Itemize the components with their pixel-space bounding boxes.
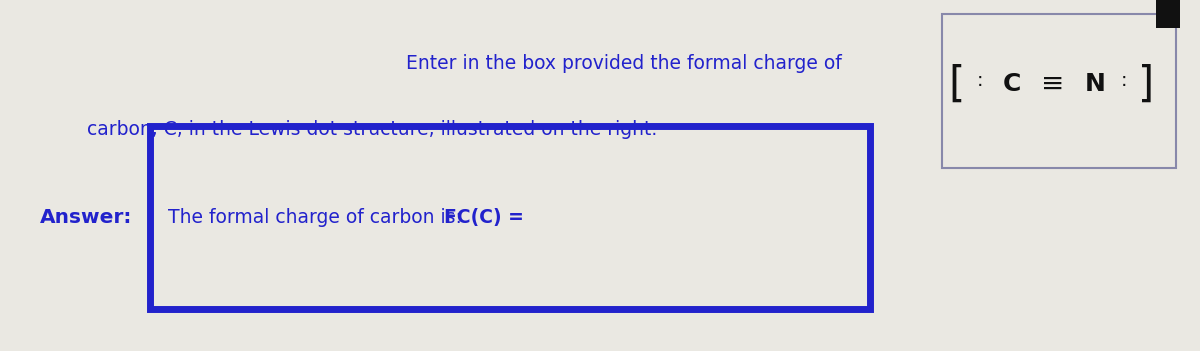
Text: ]: ] <box>1138 63 1154 105</box>
FancyBboxPatch shape <box>942 14 1176 168</box>
Text: :: : <box>977 71 984 90</box>
FancyBboxPatch shape <box>1156 0 1180 28</box>
Text: N: N <box>1085 72 1106 96</box>
Text: C: C <box>1002 72 1021 96</box>
Text: The formal charge of carbon is:: The formal charge of carbon is: <box>168 208 474 227</box>
Text: Enter in the box provided the formal charge of: Enter in the box provided the formal cha… <box>406 54 842 73</box>
Text: Answer:: Answer: <box>40 208 132 227</box>
Text: ≡: ≡ <box>1040 70 1064 98</box>
Text: :: : <box>1121 71 1128 90</box>
FancyBboxPatch shape <box>150 126 870 309</box>
Text: [: [ <box>948 63 965 105</box>
Text: carbon, C, in the Lewis dot structure, illustrated on the right.: carbon, C, in the Lewis dot structure, i… <box>86 120 658 139</box>
Text: FC(C) =: FC(C) = <box>444 208 524 227</box>
